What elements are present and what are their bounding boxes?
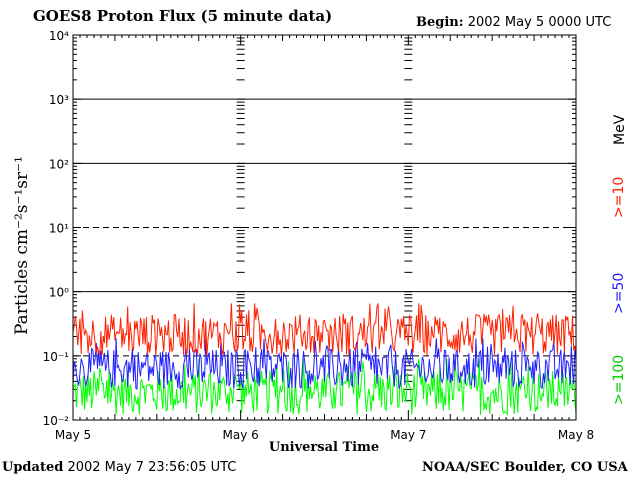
legend-unit: MeV — [612, 114, 628, 145]
begin-timestamp: Begin: 2002 May 5 0000 UTC — [416, 15, 611, 30]
series-line-ge50 — [72, 338, 577, 390]
updated-timestamp: Updated 2002 May 7 23:56:05 UTC — [2, 460, 236, 475]
x-tick-label: May 5 — [55, 428, 91, 442]
credit-text: NOAA/SEC Boulder, CO USA — [422, 460, 628, 475]
chart-title: GOES8 Proton Flux (5 minute data) — [33, 7, 333, 25]
begin-value: 2002 May 5 0000 UTC — [467, 15, 612, 30]
y-axis-label: Particles cm⁻²s⁻¹sr⁻¹ — [12, 156, 32, 335]
y-tick-label: 10² — [49, 157, 69, 171]
y-tick-label: 10⁰ — [49, 286, 69, 300]
legend-series-50: >=50 — [611, 272, 627, 314]
x-tick-label: May 6 — [223, 428, 259, 442]
series-line-ge10 — [72, 303, 577, 356]
updated-label: Updated — [2, 460, 64, 475]
y-tick-label: 10⁻² — [43, 414, 70, 428]
x-axis-label: Universal Time — [268, 440, 380, 455]
legend-series-10: >=10 — [611, 176, 627, 218]
y-tick-label: 10⁻¹ — [43, 350, 70, 364]
y-tick-label: 10³ — [49, 93, 69, 107]
legend-series-100: >=100 — [611, 354, 627, 405]
begin-label: Begin: — [416, 15, 464, 30]
updated-value: 2002 May 7 23:56:05 UTC — [67, 460, 237, 475]
y-tick-label: 10¹ — [49, 222, 69, 236]
x-tick-label: May 8 — [558, 428, 594, 442]
plot-border — [72, 34, 577, 421]
y-tick-label: 10⁴ — [49, 29, 69, 43]
x-tick-label: May 7 — [390, 428, 426, 442]
